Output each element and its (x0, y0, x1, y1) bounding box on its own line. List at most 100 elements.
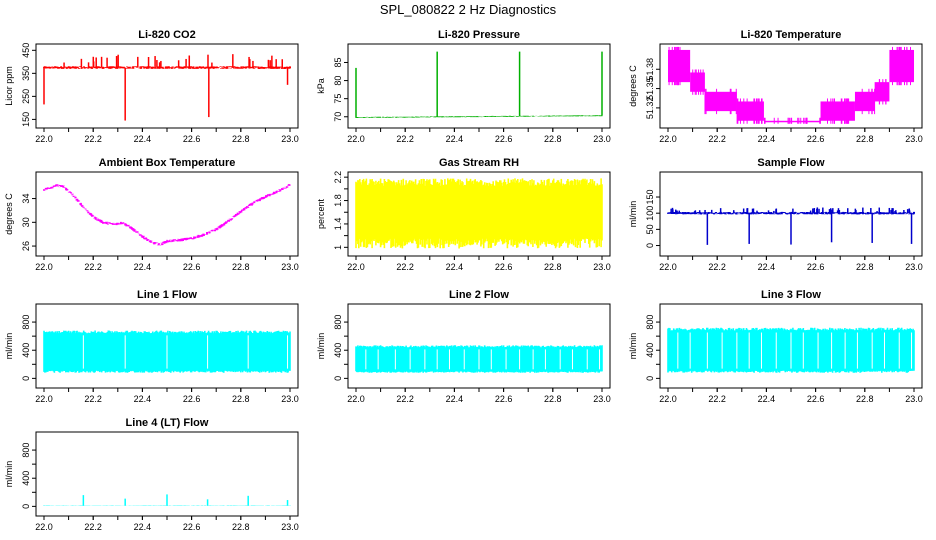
panel-title: Line 1 Flow (137, 289, 197, 301)
x-tick-label: 22.8 (856, 262, 874, 272)
y-tick-label: 350 (21, 66, 31, 81)
x-tick-label: 22.8 (232, 394, 250, 404)
data-series (43, 494, 291, 506)
x-tick-label: 22.8 (856, 134, 874, 144)
y-tick-label: 400 (645, 343, 655, 358)
x-tick-label: 22.2 (708, 134, 726, 144)
y-axis-label: kPa (316, 78, 326, 94)
x-tick-label: 22.4 (134, 522, 152, 532)
plot-frame (347, 43, 611, 129)
x-tick-label: 22.0 (347, 394, 365, 404)
y-tick-label: 1.4 (333, 218, 343, 231)
x-tick-label: 22.2 (396, 394, 414, 404)
x-tick-label: 22.6 (495, 394, 513, 404)
temperature-step (704, 91, 737, 112)
y-tick-label: 0 (21, 376, 31, 381)
x-tick-label: 22.4 (134, 394, 152, 404)
x-tick-label: 22.0 (659, 262, 677, 272)
y-tick-label: 800 (21, 443, 31, 458)
plot-frame (35, 43, 299, 129)
x-tick-label: 22.0 (35, 394, 53, 404)
x-tick-label: 22.4 (134, 262, 152, 272)
data-series (43, 330, 291, 373)
data-series (355, 51, 603, 118)
y-tick-label: 1 (333, 245, 343, 250)
x-tick-label: 22.8 (232, 134, 250, 144)
data-series (43, 54, 291, 121)
y-tick-label: 70 (333, 112, 343, 122)
y-tick-label: 75 (333, 94, 343, 104)
panel-title: Gas Stream RH (439, 157, 519, 169)
y-tick-label: 100 (645, 206, 655, 221)
x-tick-label: 23.0 (905, 262, 923, 272)
panel-10: Line 4 (LT) Flow ml/min 22.0 22.2 22.4 22.6 22… (4, 417, 299, 532)
x-tick-label: 22.0 (347, 134, 365, 144)
series-band-fill (356, 185, 602, 239)
y-axis-label: ml/min (4, 461, 14, 488)
panel-title: Line 3 Flow (761, 289, 821, 301)
y-tick-label: 0 (645, 376, 655, 381)
y-tick-label: 0 (333, 376, 343, 381)
y-tick-label: 800 (645, 315, 655, 330)
y-tick-label: 0 (21, 504, 31, 509)
y-tick-label: 450 (21, 43, 31, 58)
x-tick-label: 23.0 (281, 262, 299, 272)
x-tick-label: 22.8 (232, 262, 250, 272)
x-tick-label: 23.0 (593, 394, 611, 404)
x-tick-label: 23.0 (593, 134, 611, 144)
x-tick-label: 22.0 (347, 262, 365, 272)
plot-frame (35, 171, 299, 257)
y-axis-label: degrees C (4, 193, 14, 235)
x-tick-label: 22.8 (544, 262, 562, 272)
y-tick-label: 30 (21, 217, 31, 227)
x-tick-label: 22.6 (495, 262, 513, 272)
y-tick-label: 250 (21, 89, 31, 104)
x-tick-label: 23.0 (593, 262, 611, 272)
y-axis-label: ml/min (316, 333, 326, 360)
y-axis-label: ml/min (628, 333, 638, 360)
x-tick-label: 23.0 (281, 522, 299, 532)
y-axis-label: degrees C (628, 65, 638, 107)
temperature-step (736, 101, 764, 121)
data-series (43, 184, 291, 246)
x-tick-label: 22.0 (659, 134, 677, 144)
data-series (667, 327, 915, 373)
x-tick-label: 22.2 (84, 522, 102, 532)
x-tick-label: 22.0 (35, 262, 53, 272)
y-tick-label: 51.35 (645, 77, 655, 100)
y-tick-label: 800 (333, 315, 343, 330)
x-tick-label: 22.4 (758, 394, 776, 404)
y-tick-label: 150 (21, 112, 31, 127)
panel-6: Sample Flow ml/min 22.0 22.2 22.4 22.6 22.8 23.… (628, 157, 923, 272)
x-tick-label: 22.2 (396, 134, 414, 144)
panel-title: Line 2 Flow (449, 289, 509, 301)
x-tick-label: 23.0 (905, 134, 923, 144)
series-line (355, 115, 603, 118)
temperature-step (874, 82, 890, 102)
data-series (355, 178, 603, 249)
x-tick-label: 22.0 (659, 394, 677, 404)
x-tick-label: 22.0 (35, 522, 53, 532)
x-tick-label: 22.6 (183, 394, 201, 404)
panel-5: Gas Stream RH percent 22.0 22.2 22.4 22.6 22.8… (316, 157, 611, 272)
temperature-step (820, 101, 855, 121)
x-tick-label: 22.4 (758, 134, 776, 144)
y-tick-label: 1.8 (333, 194, 343, 207)
x-tick-label: 22.4 (134, 134, 152, 144)
data-series (355, 345, 603, 373)
x-tick-label: 22.6 (183, 134, 201, 144)
panel-title: Li-820 Temperature (741, 29, 842, 41)
panel-9: Line 3 Flow ml/min 22.0 22.2 22.4 22.6 22.8 23.… (628, 289, 923, 404)
y-tick-label: 80 (333, 76, 343, 86)
panel-title: Li-820 CO2 (138, 29, 195, 41)
y-tick-label: 51.38 (645, 58, 655, 81)
x-tick-label: 22.2 (708, 394, 726, 404)
x-tick-label: 22.2 (708, 262, 726, 272)
y-axis-label: ml/min (4, 333, 14, 360)
series-line (43, 184, 291, 246)
panel-7: Line 1 Flow ml/min 22.0 22.2 22.4 22.6 22.8 23.… (4, 289, 299, 404)
y-tick-label: 400 (21, 343, 31, 358)
data-series (668, 46, 914, 124)
x-tick-label: 23.0 (281, 134, 299, 144)
